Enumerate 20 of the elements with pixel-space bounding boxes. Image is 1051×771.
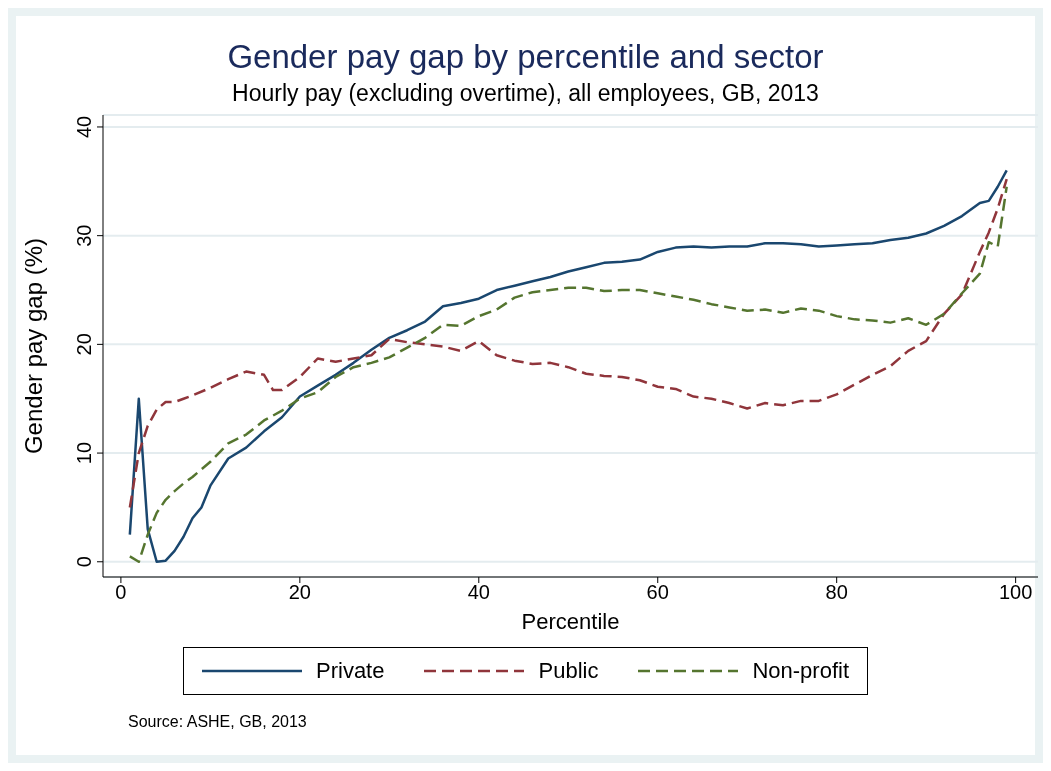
- y-tick-label: 20: [73, 333, 95, 356]
- legend-label: Private: [316, 658, 385, 684]
- x-tick-label: 40: [467, 581, 490, 604]
- x-axis-title: Percentile: [521, 609, 620, 634]
- source-note: Source: ASHE, GB, 2013: [128, 713, 308, 731]
- y-tick-label: 40: [73, 115, 95, 139]
- x-tick-label: 100: [998, 581, 1033, 604]
- legend-label: Public: [538, 658, 599, 684]
- x-tick-label: 0: [115, 581, 127, 604]
- x-tick-label: 60: [646, 581, 669, 604]
- chart-subtitle: Hourly pay (excluding overtime), all employees, GB, 2013: [231, 80, 820, 107]
- legend-label: Non-profit: [752, 658, 849, 684]
- line-series: [128, 177, 1008, 509]
- y-axis-title: Gender pay gap (%): [19, 237, 47, 455]
- y-tick-label: 10: [73, 441, 95, 465]
- chart-title: Gender pay gap by percentile and sector: [226, 38, 825, 76]
- x-tick-label: 20: [288, 581, 311, 604]
- x-tick-label: 80: [825, 581, 848, 604]
- y-tick-label: 30: [73, 224, 95, 247]
- y-tick-label: 0: [73, 556, 95, 568]
